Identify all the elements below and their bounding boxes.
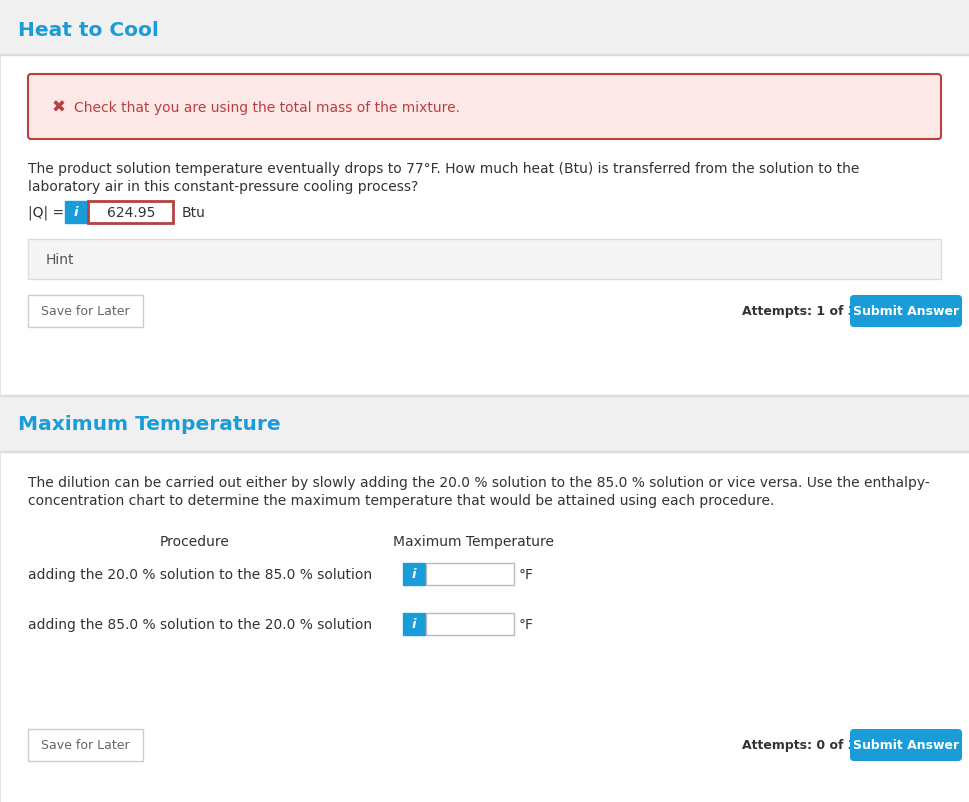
Text: Check that you are using the total mass of the mixture.: Check that you are using the total mass … [74,101,459,115]
Text: Submit Answer: Submit Answer [852,305,958,318]
Text: i: i [74,206,78,219]
Bar [0,55,969,56]
Bar [28,296,142,327]
Bar [402,614,424,635]
Text: ✖: ✖ [52,99,66,117]
Bar [88,202,172,224]
Bar [425,563,514,585]
Text: Save for Later: Save for Later [41,739,129,751]
Text: Btu: Btu [182,206,205,220]
Bar [0,452,969,802]
FancyBboxPatch shape [849,296,961,327]
Text: Save for Later: Save for Later [41,305,129,318]
Text: °F: °F [518,618,534,631]
Text: adding the 85.0 % solution to the 20.0 % solution: adding the 85.0 % solution to the 20.0 %… [28,618,372,631]
Text: The product solution temperature eventually drops to 77°F. How much heat (Btu) i: The product solution temperature eventua… [28,162,859,176]
Text: The dilution can be carried out either by slowly adding the 20.0 % solution to t: The dilution can be carried out either b… [28,476,929,489]
Text: |Q| =: |Q| = [28,205,64,220]
Text: adding the 20.0 % solution to the 85.0 % solution: adding the 20.0 % solution to the 85.0 %… [28,567,372,581]
Bar [28,729,142,761]
Text: Attempts: 1 of 3 used: Attempts: 1 of 3 used [741,305,893,318]
FancyBboxPatch shape [28,75,940,140]
Bar [425,614,514,635]
Text: °F: °F [518,567,534,581]
Bar [0,56,969,395]
Text: Hint: Hint [46,253,75,267]
Text: i: i [411,568,416,581]
Bar [28,240,940,280]
Text: Attempts: 0 of 3 used: Attempts: 0 of 3 used [741,739,893,751]
Text: laboratory air in this constant-pressure cooling process?: laboratory air in this constant-pressure… [28,180,418,194]
Text: 624.95: 624.95 [107,206,155,220]
Bar [402,563,424,585]
FancyBboxPatch shape [849,729,961,761]
Text: Maximum Temperature: Maximum Temperature [18,415,280,434]
Text: i: i [411,618,416,630]
Bar [65,202,87,224]
Text: Submit Answer: Submit Answer [852,739,958,751]
Text: Procedure: Procedure [160,534,230,549]
Text: Maximum Temperature: Maximum Temperature [393,534,554,549]
Bar [0,0,969,55]
Bar [0,396,969,452]
Text: concentration chart to determine the maximum temperature that would be attained : concentration chart to determine the max… [28,493,773,508]
Bar [0,395,969,396]
Text: Heat to Cool: Heat to Cool [18,21,159,39]
